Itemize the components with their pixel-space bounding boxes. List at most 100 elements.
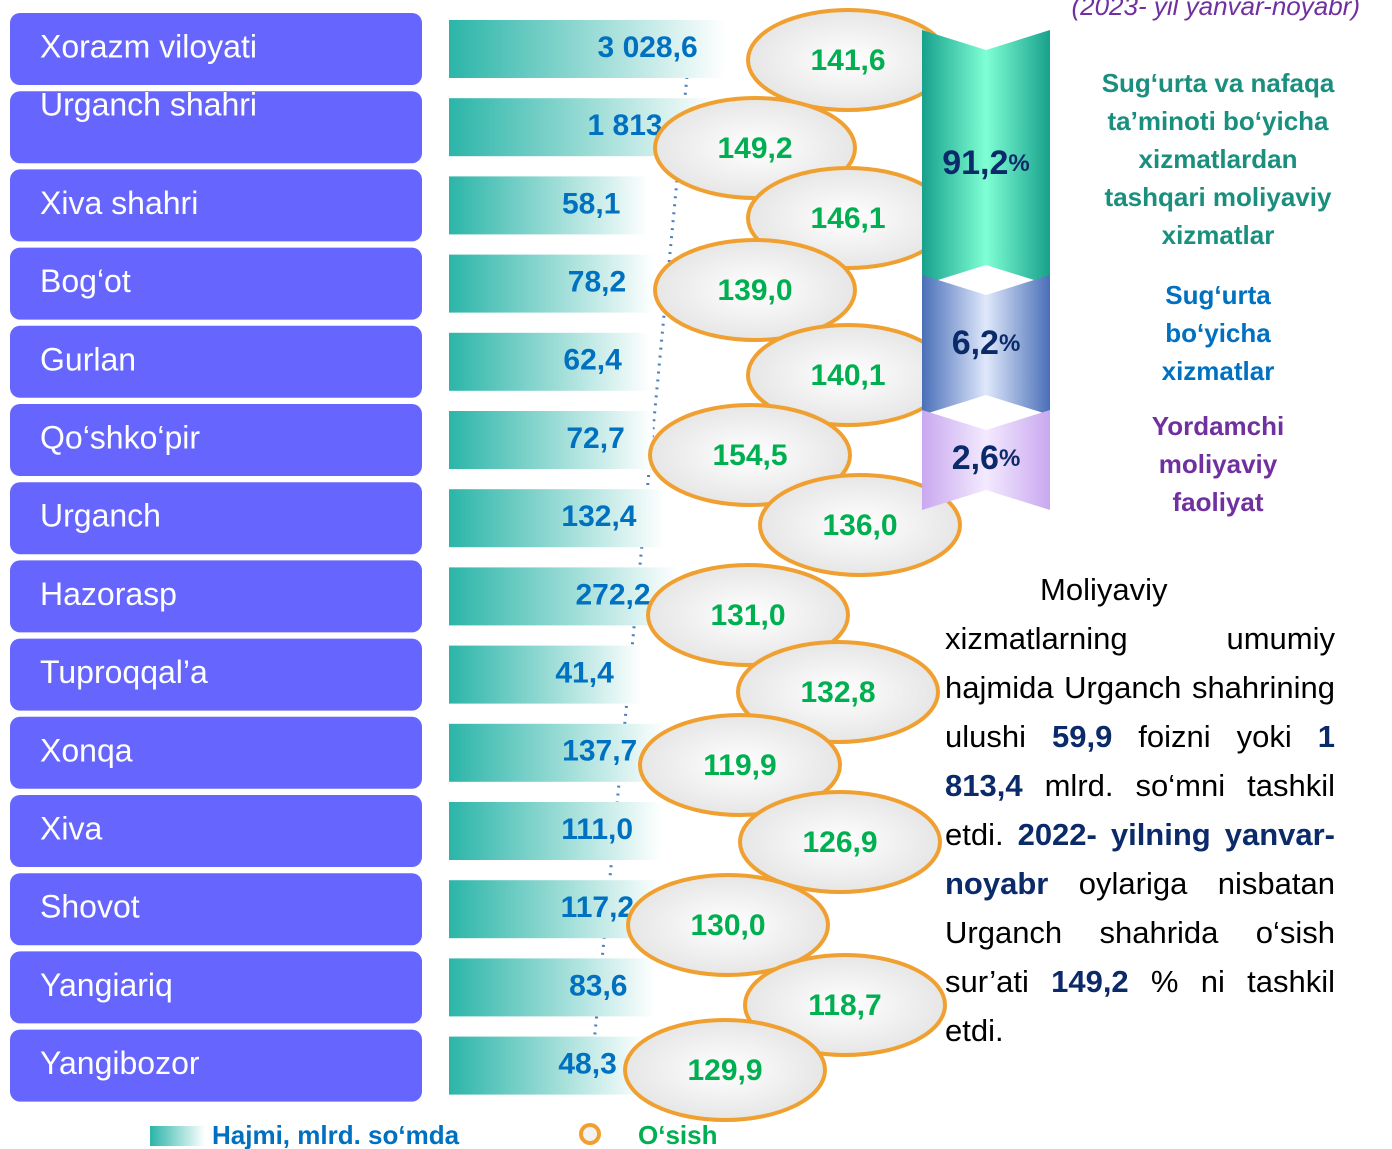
bar [449, 411, 653, 469]
value-label: 78,2 [568, 266, 626, 299]
category-label: Urganch shahri [40, 87, 257, 123]
growth-label: 154,5 [712, 439, 787, 472]
subtitle: (2023- yil yanvar-noyabr) [1071, 0, 1360, 21]
bar [449, 332, 650, 391]
category-box [10, 873, 422, 946]
category-box [10, 247, 422, 320]
growth-label: 132,8 [800, 676, 875, 709]
category-box [10, 482, 422, 555]
paragraph-part: foizni yoki [1112, 719, 1318, 754]
bar [449, 254, 655, 313]
growth-label: 141,6 [810, 44, 885, 77]
growth-label: 131,0 [710, 599, 785, 632]
category-label: Qo‘shko‘pir [40, 419, 200, 455]
paragraph-part: mlrd. so‘mni tashkil etdi. [945, 768, 1335, 852]
category-label: Hazorasp [40, 576, 177, 612]
growth-label: 126,9 [802, 826, 877, 859]
category-label: Urganch [40, 498, 161, 534]
value-label: 41,4 [555, 657, 614, 690]
share-arrow [922, 410, 1050, 510]
category-label: Bog‘ot [40, 263, 131, 299]
bar [449, 802, 662, 860]
share-value: 6,2% [952, 324, 1021, 362]
growth-label: 149,2 [717, 132, 792, 165]
share-value: 2,6% [952, 439, 1021, 477]
growth-label: 139,0 [717, 274, 792, 307]
growth-oval [623, 1018, 827, 1122]
category-box [10, 91, 422, 164]
growth-label: 119,9 [703, 749, 776, 782]
category-label: Tuproqqal’a [40, 654, 208, 690]
paragraph-part: Moliyaviy xizmatlarning umumiy hajmida U… [945, 572, 1335, 754]
paragraph-part: 2022- yilning yanvar-noyabr [945, 817, 1335, 901]
category-label: Yangiariq [40, 967, 173, 1003]
growth-label: 129,9 [687, 1054, 762, 1087]
legend: Hajmi, mlrd. so‘mda O‘sish [150, 1120, 717, 1149]
paragraph-part: oylariga nisbatan Urganch shahrida o‘sis… [945, 866, 1335, 999]
growth-label: 118,7 [808, 989, 881, 1022]
category-label: Yangibozor [40, 1045, 200, 1081]
growth-oval [646, 563, 850, 667]
value-label: 137,7 [562, 735, 637, 768]
bar [449, 567, 679, 626]
growth-oval [648, 403, 852, 507]
category-box [10, 638, 422, 711]
category-label: Xiva shahri [40, 185, 198, 221]
legend-swatch [579, 1123, 601, 1145]
category-label: Gurlan [40, 341, 136, 377]
paragraph-part: 149,2 [1051, 964, 1129, 999]
legend-swatch [150, 1126, 205, 1146]
share-number: 2,6 [952, 439, 999, 477]
share-unit: % [999, 445, 1020, 472]
value-label: 62,4 [563, 344, 622, 377]
paragraph: Moliyaviy xizmatlarning umumiy hajmida U… [945, 565, 1335, 1055]
share-label: Sug‘urta bo‘yicha xizmatlar [1162, 280, 1275, 386]
value-label: 72,7 [566, 422, 624, 455]
value-label: 48,3 [558, 1048, 616, 1081]
growth-oval [743, 953, 947, 1057]
bar [449, 1036, 645, 1095]
share-number: 6,2 [952, 324, 999, 362]
growth-oval [626, 873, 830, 977]
category-label: Xiva [40, 810, 102, 846]
value-label: 272,2 [575, 578, 650, 611]
category-box [10, 325, 422, 398]
category-box [10, 716, 422, 789]
paragraph-part: 1 813,4 [945, 719, 1336, 803]
bar [449, 723, 666, 782]
category-box [10, 169, 422, 242]
share-label: Sug‘urta va nafaqa ta’minoti bo‘yicha xizm… [1102, 68, 1335, 250]
category-box [10, 1029, 422, 1102]
growth-label: 146,1 [810, 202, 885, 235]
growth-label: 140,1 [810, 359, 885, 392]
growth-oval [638, 713, 842, 817]
share-arrow [922, 30, 1050, 285]
value-label: 58,1 [562, 187, 620, 220]
legend-label: O‘sish [638, 1120, 717, 1149]
category-box [10, 951, 422, 1024]
bar [449, 958, 656, 1017]
category-label: Shovot [40, 889, 140, 925]
value-label: 83,6 [569, 969, 627, 1002]
value-label: 132,4 [561, 500, 636, 533]
bar [449, 20, 726, 78]
category-label: Xonqa [40, 732, 133, 768]
legend-label: Hajmi, mlrd. so‘mda [212, 1120, 460, 1149]
value-label: 111,0 [561, 813, 633, 846]
category-box [10, 795, 422, 867]
paragraph-part: 59,9 [1051, 719, 1113, 754]
category-box [10, 13, 422, 85]
growth-oval [736, 640, 940, 744]
share-number: 91,2 [942, 144, 1008, 182]
share-unit: % [999, 330, 1020, 357]
paragraph-part: % ni tashkil etdi. [945, 964, 1335, 1048]
value-label: 117,2 [561, 891, 634, 924]
bar [449, 489, 665, 548]
share-value: 91,2% [942, 144, 1030, 182]
value-label: 3 028,6 [598, 31, 698, 64]
bar [449, 176, 649, 235]
growth-oval [758, 473, 962, 577]
share-label: Yordamchi moliyaviy faoliyat [1152, 411, 1284, 517]
share-unit: % [1008, 150, 1029, 177]
